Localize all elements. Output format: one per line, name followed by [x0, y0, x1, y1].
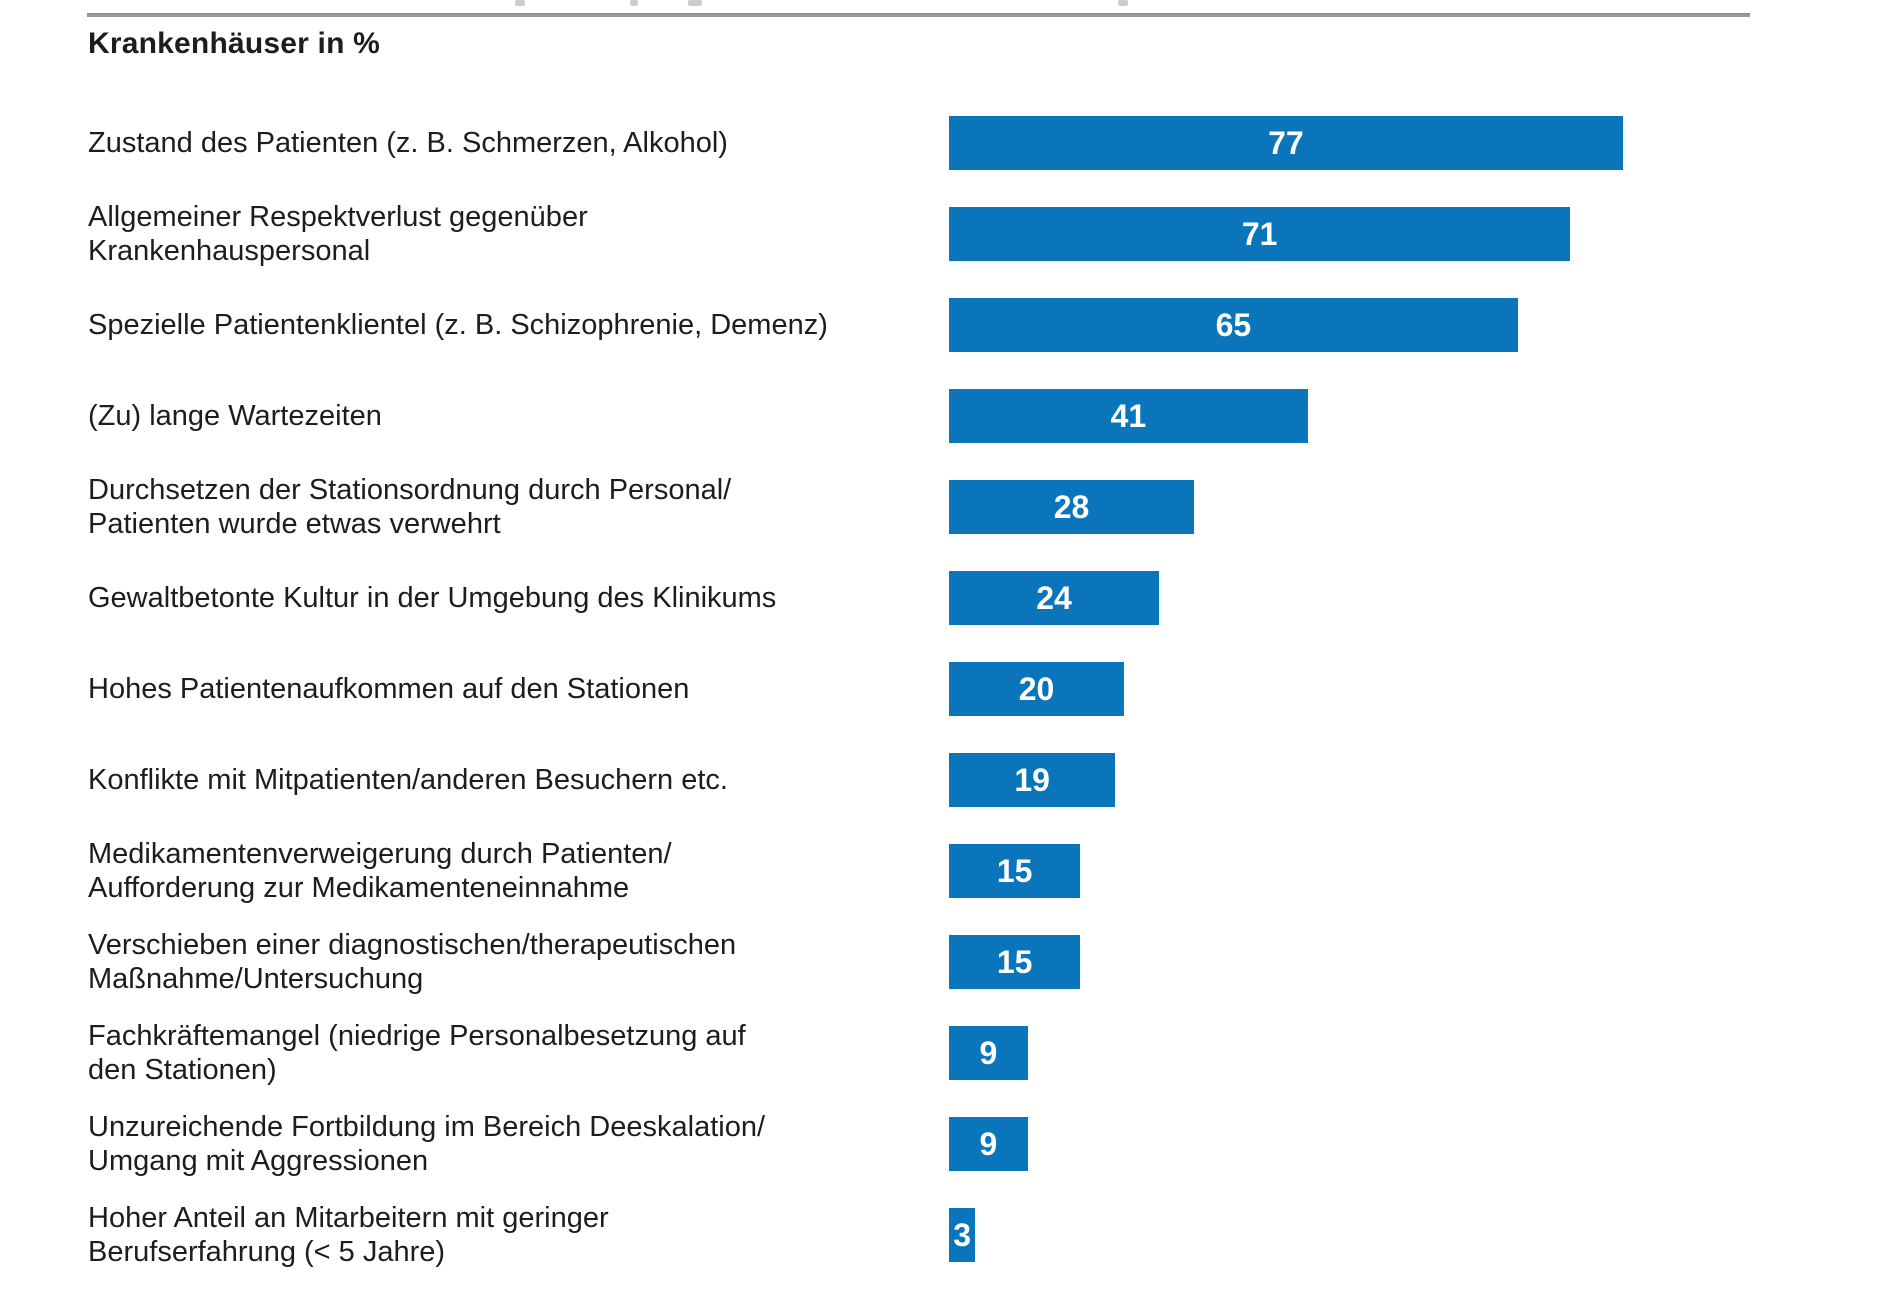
chart-row: Gewaltbetonte Kultur in der Umgebung des…: [88, 552, 1878, 643]
bar-value: 9: [979, 1034, 998, 1071]
category-label: Verschieben einer diagnostischen/therape…: [88, 928, 737, 995]
chart-row: Fachkräftemangel (niedrige Personalbeset…: [88, 1007, 1878, 1098]
bar-value: 71: [1241, 215, 1278, 252]
bar: 15: [949, 934, 1081, 989]
bar-value: 3: [953, 1216, 972, 1253]
clipped-text-artifact: [688, 0, 702, 6]
bar: 3: [949, 1207, 976, 1262]
bar-value: 65: [1215, 306, 1252, 343]
chart-row: Spezielle Patientenklientel (z. B. Schiz…: [88, 279, 1878, 370]
bar: 65: [949, 297, 1518, 352]
chart-row: Verschieben einer diagnostischen/therape…: [88, 916, 1878, 1007]
chart-row: Durchsetzen der Stationsordnung durch Pe…: [88, 461, 1878, 552]
bar: 41: [949, 388, 1308, 443]
bar: 9: [949, 1025, 1028, 1080]
bar-value: 20: [1018, 670, 1055, 707]
category-label: Spezielle Patientenklientel (z. B. Schiz…: [88, 308, 828, 341]
top-divider-rule: [87, 13, 1750, 17]
clipped-text-artifact: [630, 0, 638, 6]
category-label: Zustand des Patienten (z. B. Schmerzen, …: [88, 126, 728, 159]
category-label: Hoher Anteil an Mitarbeitern mit geringe…: [88, 1201, 609, 1268]
category-label: Unzureichende Fortbildung im Bereich Dee…: [88, 1110, 766, 1177]
bar-value: 15: [996, 943, 1033, 980]
chart-row: (Zu) lange Wartezeiten 41: [88, 370, 1878, 461]
bar: 24: [949, 570, 1159, 625]
chart-row: Allgemeiner Respektverlust gegenüber Kra…: [88, 188, 1878, 279]
bar: 20: [949, 661, 1124, 716]
bar-value: 24: [1036, 579, 1072, 616]
chart-row: Konflikte mit Mitpatienten/anderen Besuc…: [88, 734, 1878, 825]
category-label: Durchsetzen der Stationsordnung durch Pe…: [88, 473, 732, 540]
bar: 77: [949, 115, 1623, 170]
clipped-text-artifact: [515, 0, 525, 6]
category-label: (Zu) lange Wartezeiten: [88, 399, 382, 432]
clipped-text-artifact: [1118, 0, 1128, 6]
bar-value: 41: [1110, 397, 1147, 434]
category-label: Allgemeiner Respektverlust gegenüber Kra…: [88, 200, 588, 267]
chart-row: Hohes Patientenaufkommen auf den Station…: [88, 643, 1878, 734]
category-label: Gewaltbetonte Kultur in der Umgebung des…: [88, 581, 777, 614]
bar: 19: [949, 752, 1116, 807]
bar: 9: [949, 1116, 1028, 1171]
category-label: Hohes Patientenaufkommen auf den Station…: [88, 672, 690, 705]
chart-row: Zustand des Patienten (z. B. Schmerzen, …: [88, 97, 1878, 188]
bar-value: 15: [996, 852, 1033, 889]
category-label: Konflikte mit Mitpatienten/anderen Besuc…: [88, 763, 728, 796]
chart-row: Medikamentenverweigerung durch Patienten…: [88, 825, 1878, 916]
chart-title: Krankenhäuser in %: [88, 27, 381, 60]
bar-value: 9: [979, 1125, 998, 1162]
category-label: Medikamentenverweigerung durch Patienten…: [88, 837, 672, 904]
bar-value: 19: [1014, 761, 1050, 798]
chart-rows: Zustand des Patienten (z. B. Schmerzen, …: [88, 97, 1878, 1280]
category-label: Fachkräftemangel (niedrige Personalbeset…: [88, 1019, 746, 1086]
bar: 28: [949, 479, 1194, 534]
chart-row: Hoher Anteil an Mitarbeitern mit geringe…: [88, 1189, 1878, 1280]
bar-value: 28: [1053, 488, 1090, 525]
bar: 15: [949, 843, 1081, 898]
bar: 71: [949, 206, 1571, 261]
chart-row: Unzureichende Fortbildung im Bereich Dee…: [88, 1098, 1878, 1189]
bar-value: 77: [1268, 124, 1304, 161]
